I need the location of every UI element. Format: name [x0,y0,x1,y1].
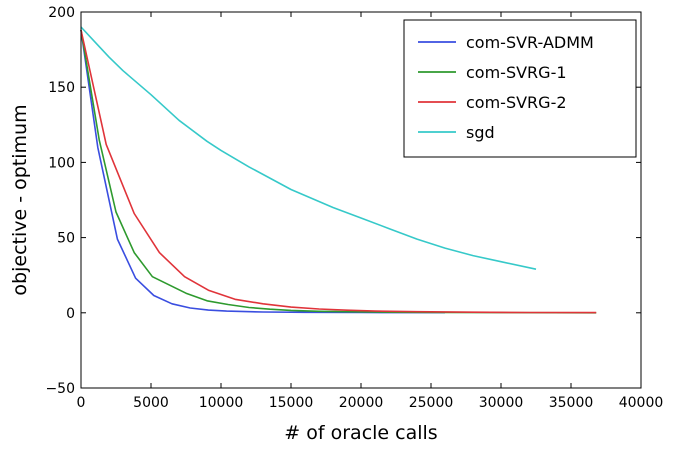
x-tick-label: 25000 [409,395,454,411]
plot-frame [80,11,642,389]
x-tick-label: 35000 [549,395,594,411]
legend-label: com-SVRG-2 [466,93,567,112]
legend-label: sgd [466,123,495,142]
x-tick-label: 40000 [619,395,664,411]
x-tick-label: 15000 [269,395,314,411]
x-tick-label: 0 [77,395,86,411]
y-tick-label: 200 [48,5,75,21]
series-line [80,29,446,314]
series-line [80,29,597,314]
y-tick-label: −50 [45,381,75,397]
x-tick-label: 5000 [133,395,169,411]
y-tick-label: 50 [57,231,75,247]
x-tick-label: 20000 [339,395,384,411]
y-axis-label: objective - optimum [9,104,31,295]
x-axis-label: # of oracle calls [284,422,437,444]
ticks-layer: 0 5000 10000 15000 20000 25000 30000 35000 40000… [45,5,663,411]
y-tick-label: 100 [48,155,75,171]
legend: com-SVR-ADMM com-SVRG-1 com-SVRG-2 sgd [403,19,637,158]
legend-label: com-SVR-ADMM [466,33,594,52]
series-layer [80,26,597,314]
x-tick-label: 30000 [479,395,524,411]
y-tick-label: 0 [66,306,75,322]
x-tick-label: 10000 [199,395,244,411]
y-tick-label: 150 [48,80,75,96]
legend-label: com-SVRG-1 [466,63,567,82]
series-line [80,26,537,270]
